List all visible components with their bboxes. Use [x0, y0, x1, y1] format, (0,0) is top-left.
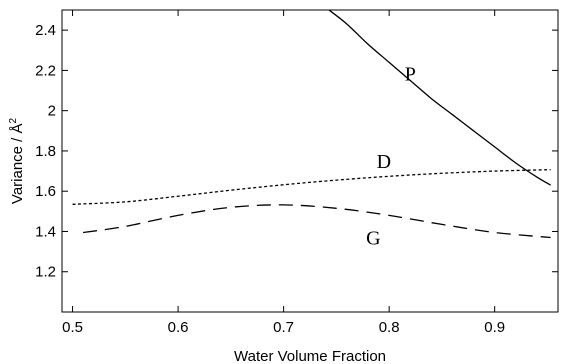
x-tick-label: 0.7 [273, 319, 294, 336]
plot-frame [61, 9, 559, 313]
x-axis-title: Water Volume Fraction [234, 348, 386, 364]
series-g-line [83, 204, 551, 239]
y-tick-label: 2.4 [35, 22, 56, 39]
series-p-line [328, 9, 551, 186]
x-tick-label: 0.6 [168, 319, 189, 336]
y-tick-label: 2 [48, 103, 56, 120]
axes: 0.5 0.6 0.7 0.8 0.9 1.2 1.4 1.6 1.8 2 2.2 2.4 [35, 10, 558, 336]
series-label-g: G [366, 228, 380, 250]
y-tick-label: 1.2 [35, 264, 56, 281]
y-tick-label: 1.4 [35, 223, 56, 240]
y-tick-label: 2.2 [35, 62, 56, 79]
series-label-p: P [405, 63, 416, 85]
x-tick-label: 0.5 [62, 319, 83, 336]
y-axis-title-text: Variance / Å [9, 123, 26, 204]
y-tick-label: 1.8 [35, 143, 56, 160]
series-label-d: D [377, 151, 391, 173]
y-axis-title: Variance / Å2 [8, 117, 26, 204]
y-axis-title-superscript: 2 [8, 117, 19, 123]
series-d-line [72, 169, 551, 205]
x-tick-label: 0.8 [379, 319, 400, 336]
plot-border [61, 9, 559, 313]
series-layer [72, 9, 551, 239]
x-tick-label: 0.9 [484, 319, 505, 336]
y-tick-label: 1.6 [35, 183, 56, 200]
series-labels: P D G [366, 63, 416, 249]
